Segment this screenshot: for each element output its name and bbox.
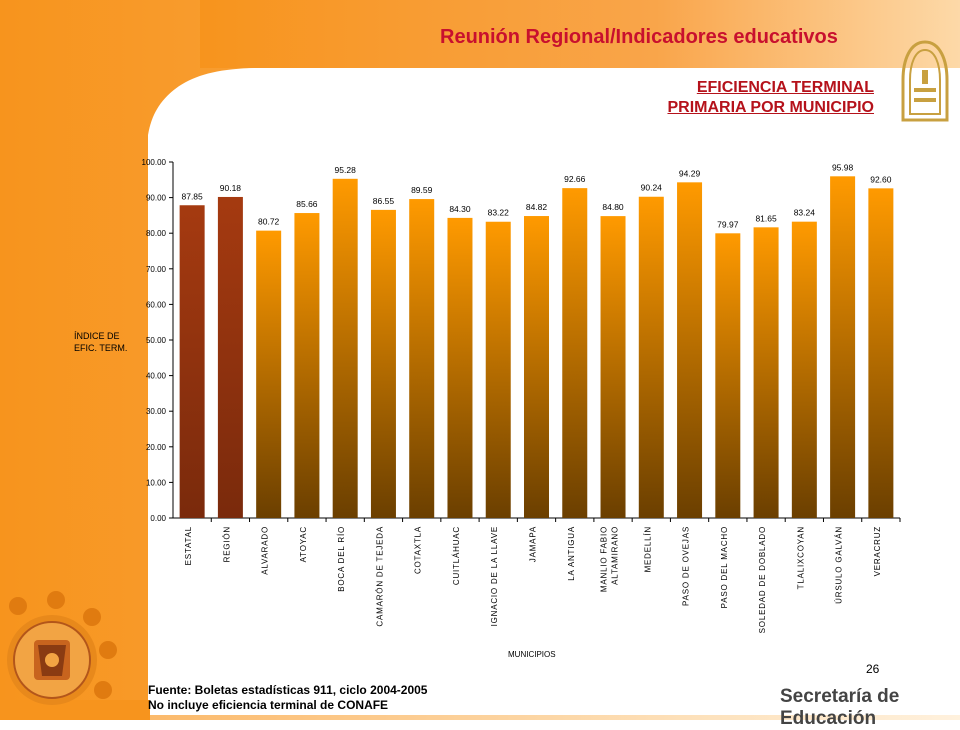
x-category-label: PASO DE OVEJAS <box>682 526 691 606</box>
top-band <box>0 0 960 700</box>
bar-value-label: 81.65 <box>755 213 777 223</box>
source-text: Fuente: Boletas estadísticas 911, ciclo … <box>148 683 428 697</box>
y-axis-label: ÍNDICE DE EFIC. TERM. <box>74 330 127 354</box>
top-band-right <box>200 0 960 68</box>
y-tick-label: 20.00 <box>146 443 167 452</box>
bar <box>715 233 741 518</box>
subtitle-line1: EFICIENCIA TERMINAL <box>696 79 874 96</box>
bar <box>868 188 894 518</box>
bar-value-label: 79.97 <box>717 219 739 229</box>
x-category-label: CUITLÁHUAC <box>452 526 461 585</box>
note-text: No incluye eficiencia terminal de CONAFE <box>148 698 389 712</box>
bar-value-label: 84.82 <box>526 202 548 212</box>
x-category-label: SOLEDAD DE DOBLADO <box>758 526 767 633</box>
title-part1: Reunión Regional <box>440 26 610 48</box>
x-category-label: ALVARADO <box>261 526 270 575</box>
x-category-label: PASO DEL MACHO <box>720 526 729 608</box>
x-category-label: ALTAMIRANO <box>611 526 620 585</box>
bar <box>409 199 435 518</box>
footer-note: Fuente: Boletas estadísticas 911, ciclo … <box>148 683 427 713</box>
x-category-label: ATOYAC <box>299 526 308 562</box>
bar <box>753 227 779 519</box>
bar <box>638 196 664 518</box>
y-tick-label: 30.00 <box>146 407 167 416</box>
bar-value-label: 90.24 <box>641 183 663 193</box>
bar <box>600 216 626 518</box>
bar-value-label: 87.85 <box>181 191 203 201</box>
bar <box>830 176 856 518</box>
bar-value-label: 83.24 <box>794 208 816 218</box>
bar-value-label: 92.60 <box>870 174 892 184</box>
y-tick-label: 60.00 <box>146 300 167 309</box>
bar <box>294 213 320 518</box>
y-axis-label-line1: ÍNDICE DE <box>74 331 120 341</box>
x-category-label: MEDELLÍN <box>643 526 652 572</box>
y-tick-label: 100.00 <box>142 158 167 167</box>
bar-value-label: 86.55 <box>373 196 395 206</box>
y-tick-label: 50.00 <box>146 336 167 345</box>
bar <box>332 178 358 518</box>
x-category-label: TLALIXCOYAN <box>796 526 805 589</box>
bar-value-label: 84.80 <box>602 202 624 212</box>
x-category-label: ESTATAL <box>184 526 193 565</box>
institution-logo-icon <box>901 40 949 122</box>
bar <box>256 230 282 519</box>
bottom-band <box>130 715 960 720</box>
bar <box>485 221 511 518</box>
x-category-label: LA ANTIGUA <box>567 526 576 581</box>
y-tick-label: 10.00 <box>146 478 167 487</box>
y-tick-label: 40.00 <box>146 372 167 381</box>
bar-value-label: 84.30 <box>449 204 471 214</box>
subtitle-line2: PRIMARIA POR MUNICIPIO <box>667 99 874 116</box>
x-category-label: BOCA DEL RÍO <box>337 526 346 592</box>
bar-value-label: 90.18 <box>220 183 242 193</box>
y-tick-label: 80.00 <box>146 229 167 238</box>
bar-value-label: 95.28 <box>335 165 357 175</box>
y-tick-label: 0.00 <box>150 514 166 523</box>
x-category-label: IGNACIO DE LA LLAVE <box>490 526 499 626</box>
x-category-label: COTAXTLA <box>414 526 423 574</box>
bar-value-label: 80.72 <box>258 217 280 227</box>
bar <box>447 217 473 518</box>
bar <box>562 188 588 518</box>
bar <box>179 205 205 518</box>
y-tick-label: 90.00 <box>146 194 167 203</box>
page-number: 26 <box>866 662 880 676</box>
x-axis-label: MUNICIPIOS <box>508 650 556 659</box>
bar-value-label: 85.66 <box>296 199 318 209</box>
x-category-label: MANLIO FABIO <box>600 526 609 592</box>
secretaria-label: Secretaría de Educación <box>780 686 900 729</box>
bar-value-label: 83.22 <box>488 208 510 218</box>
bar <box>370 209 396 518</box>
bar-value-label: 94.29 <box>679 168 701 178</box>
y-axis-label-line2: EFIC. TERM. <box>74 343 128 353</box>
x-category-label: ÚRSULO GALVÁN <box>835 526 844 604</box>
bar <box>524 216 549 518</box>
bar-value-label: 89.59 <box>411 185 433 195</box>
bar-value-label: 95.98 <box>832 162 854 172</box>
x-category-label: VERACRUZ <box>873 526 882 576</box>
x-category-label: REGIÓN <box>222 526 231 562</box>
bar <box>217 196 243 518</box>
bar <box>677 182 703 518</box>
y-tick-label: 70.00 <box>146 265 167 274</box>
page-title: Reunión Regional/Indicadores educativos <box>440 26 838 49</box>
bar <box>791 221 817 519</box>
chart-subtitle: EFICIENCIA TERMINAL PRIMARIA POR MUNICIP… <box>667 78 874 118</box>
bar-value-label: 92.66 <box>564 174 586 184</box>
title-part2: /Indicadores educativos <box>610 26 838 48</box>
x-category-label: CAMARÓN DE TEJEDA <box>375 526 384 627</box>
seal-emblem <box>7 591 117 705</box>
x-category-label: JAMAPA <box>529 526 538 562</box>
